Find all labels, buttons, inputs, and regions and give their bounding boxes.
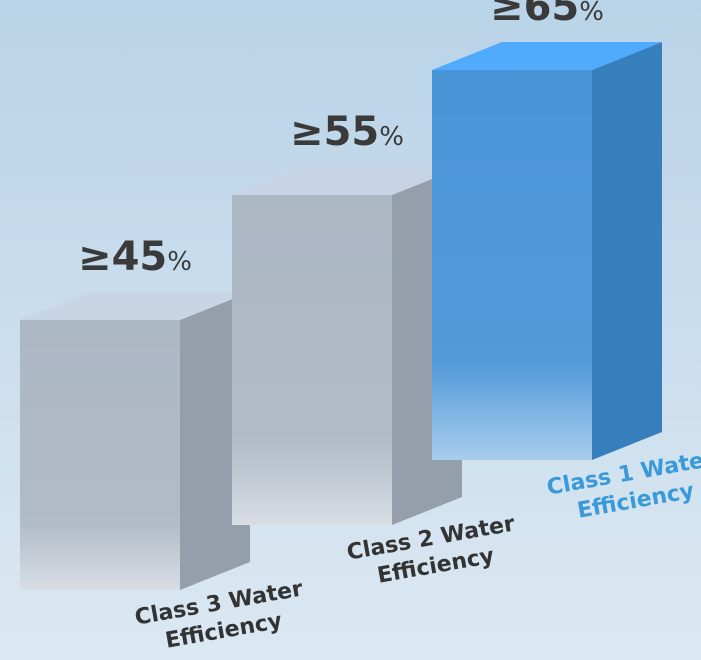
value-label-unit: %	[579, 0, 604, 27]
bar-top	[232, 167, 462, 195]
value-label: ≥45%	[78, 234, 192, 280]
value-label-number: ≥55	[290, 109, 379, 155]
bar-side	[592, 42, 662, 460]
value-label-number: ≥65	[490, 0, 579, 30]
bar-shine	[432, 70, 592, 460]
bar-top	[432, 42, 662, 70]
bar-shine	[232, 195, 392, 525]
value-label-unit: %	[379, 122, 404, 152]
value-label: ≥65%	[490, 0, 604, 30]
bar-top	[20, 292, 250, 320]
value-label-number: ≥45	[78, 234, 167, 280]
bar-shine	[20, 320, 180, 590]
value-label: ≥55%	[290, 109, 404, 155]
value-label-unit: %	[167, 247, 192, 277]
